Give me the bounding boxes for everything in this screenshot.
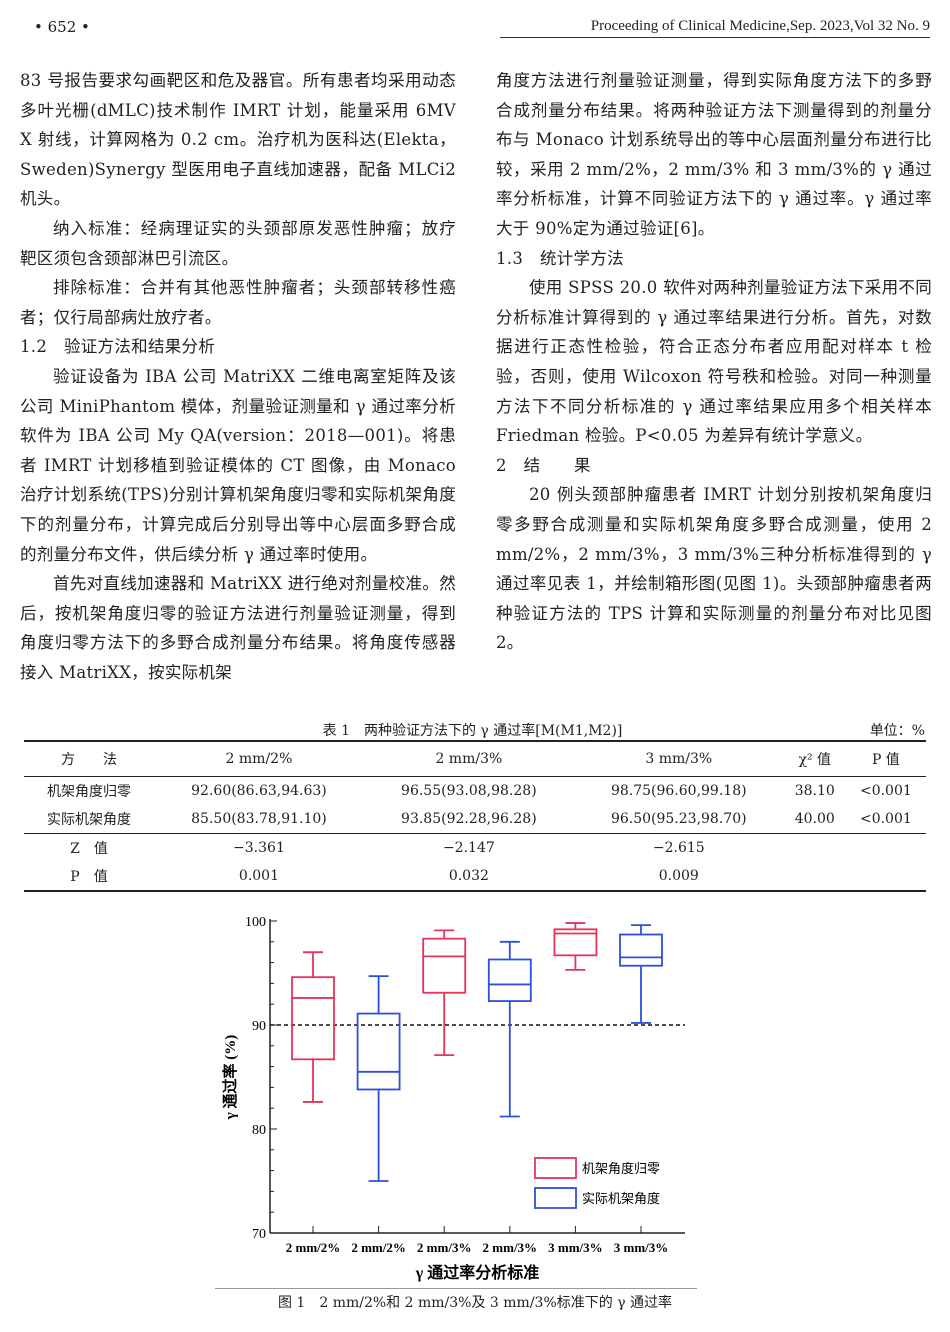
- paragraph: 使用 SPSS 20.0 软件对两种剂量验证方法下采用不同分析标准计算得到的 γ…: [496, 278, 932, 446]
- box: [291, 976, 335, 1061]
- column-header: 2 mm/2%: [225, 751, 293, 767]
- table-cell: 96.50(95.23,98.70): [610, 811, 747, 827]
- table-cell: 40.00: [794, 811, 835, 827]
- right-column: 角度方法进行剂量验证测量，得到实际角度方法下的多野合成剂量分布结果。将两种验证方…: [496, 66, 932, 658]
- paragraph: 83 号报告要求勾画靶区和危及器官。所有患者均采用动态多叶光栅(dMLC)技术制…: [20, 71, 456, 209]
- box: [553, 928, 598, 957]
- x-tick-label: 3 mm/3%: [614, 1240, 669, 1255]
- table-row: Z 值 −3.361 −2.147 −2.615: [24, 833, 926, 863]
- table-cell: 96.55(93.08,98.28): [401, 783, 537, 799]
- column-header: χ² 值: [798, 752, 832, 768]
- y-tick-label: 70: [252, 1227, 266, 1242]
- table-cell: 92.60(86.63,94.63): [191, 783, 327, 799]
- legend-label: 实际机架角度: [582, 1191, 660, 1206]
- box: [487, 958, 532, 1002]
- y-tick-label: 90: [252, 1019, 266, 1034]
- table-row: 机架角度归零 92.60(86.63,94.63) 96.55(93.08,98.2…: [24, 777, 926, 806]
- table-unit: 单位：%: [869, 723, 925, 739]
- x-tick-label: 2 mm/3%: [483, 1240, 538, 1255]
- table-cell: [846, 834, 926, 863]
- table-cell: P 值: [70, 869, 108, 885]
- x-axis-label: γ 通过率分析标准: [415, 1263, 540, 1282]
- table-caption: 表 1 两种验证方法下的 γ 通过率[M(M1,M2)]: [322, 723, 623, 739]
- table-cell: <0.001: [859, 811, 912, 827]
- figure-caption: 图 1 2 mm/2%和 2 mm/3%及 3 mm/3%标准下的 γ 通过率: [277, 1295, 673, 1311]
- y-axis-label: γ 通过率 (%): [221, 1035, 239, 1121]
- table-cell: 0.032: [448, 868, 489, 884]
- table-cell: 0.009: [658, 868, 699, 884]
- table-cell: −3.361: [233, 840, 285, 856]
- paragraph: 验证设备为 IBA 公司 MatriXX 二维电离室矩阵及该公司 MiniPha…: [20, 366, 456, 564]
- x-tick-label: 2 mm/3%: [417, 1240, 472, 1255]
- legend-label: 机架角度归零: [582, 1161, 660, 1176]
- x-tick-label: 2 mm/2%: [351, 1240, 406, 1255]
- x-tick-label: 3 mm/3%: [548, 1240, 603, 1255]
- box: [356, 1012, 401, 1091]
- table-cell: 实际机架角度: [47, 812, 131, 828]
- table-cell: 机架角度归零: [47, 784, 131, 800]
- table-cell: [784, 834, 846, 863]
- table-cell: −2.147: [442, 840, 495, 856]
- table-cell: 98.75(96.60,99.18): [610, 783, 747, 799]
- journal-header: Proceeding of Clinical Medicine,Sep. 202…: [500, 18, 930, 38]
- section-heading: 1.3 统计学方法: [496, 248, 624, 268]
- table-cell: 93.85(92.28,96.28): [401, 811, 537, 827]
- table-row: 实际机架角度 85.50(83.78,91.10) 93.85(92.28,96.2…: [24, 805, 926, 834]
- section-heading: 2 结 果: [496, 455, 591, 475]
- table-caption-row: 表 1 两种验证方法下的 γ 通过率[M(M1,M2)] 单位：%: [20, 720, 925, 740]
- paragraph: 20 例头颈部肿瘤患者 IMRT 计划分别按机架角度归零多野合成测量和实际机架角…: [496, 485, 932, 653]
- column-header: P 值: [871, 752, 900, 768]
- page-number: • 652 •: [34, 18, 90, 36]
- legend-swatch: [534, 1157, 577, 1179]
- table-cell: 85.50(83.78,91.10): [191, 811, 327, 827]
- column-header: 3 mm/3%: [645, 751, 713, 767]
- section-heading: 1.2 验证方法和结果分析: [20, 337, 216, 357]
- legend-swatch: [534, 1187, 577, 1209]
- box-plot: 70 80 90 100 2 mm/2% 2 mm/2% 2 mm/3% 2 mm/3% 3 m…: [221, 915, 685, 1282]
- table-cell: Z 值: [70, 841, 108, 857]
- box: [619, 933, 663, 967]
- table-cell: −2.615: [652, 840, 705, 856]
- paragraph: 首先对直线加速器和 MatriXX 进行绝对剂量校准。然后，按机架角度归零的验证…: [20, 574, 456, 682]
- results-table: 方 法 2 mm/2% 2 mm/3% 3 mm/3% χ² 值 P 值 机架角度归零 92…: [24, 740, 926, 892]
- paragraph: 排除标准：合并有其他恶性肿瘤者；头颈部转移性癌者；仅行局部病灶放疗者。: [20, 278, 456, 327]
- table-cell: 38.10: [794, 783, 835, 799]
- y-tick-label: 80: [252, 1123, 266, 1138]
- table-cell: <0.001: [859, 783, 912, 799]
- paragraph: 纳入标准：经病理证实的头颈部原发恶性肿瘤；放疗靶区须包含颈部淋巴引流区。: [20, 218, 456, 268]
- y-tick-label: 100: [245, 915, 266, 930]
- column-header: 2 mm/3%: [435, 751, 503, 767]
- table-cell: [784, 862, 846, 891]
- table-row: P 值 0.001 0.032 0.009: [24, 862, 926, 891]
- table-cell: [846, 862, 926, 891]
- table-header-row: 方 法 2 mm/2% 2 mm/3% 3 mm/3% χ² 值 P 值: [24, 741, 926, 777]
- x-tick-label: 2 mm/2%: [286, 1240, 341, 1255]
- left-column: 83 号报告要求勾画靶区和危及器官。所有患者均采用动态多叶光栅(dMLC)技术制…: [20, 66, 456, 687]
- box: [422, 937, 467, 994]
- column-header: 方 法: [61, 752, 117, 768]
- figure-1: 70 80 90 100 2 mm/2% 2 mm/2% 2 mm/3% 2 mm/3% 3 m…: [215, 905, 697, 1289]
- table-cell: 0.001: [238, 868, 279, 884]
- paragraph: 角度方法进行剂量验证测量，得到实际角度方法下的多野合成剂量分布结果。将两种验证方…: [496, 71, 932, 238]
